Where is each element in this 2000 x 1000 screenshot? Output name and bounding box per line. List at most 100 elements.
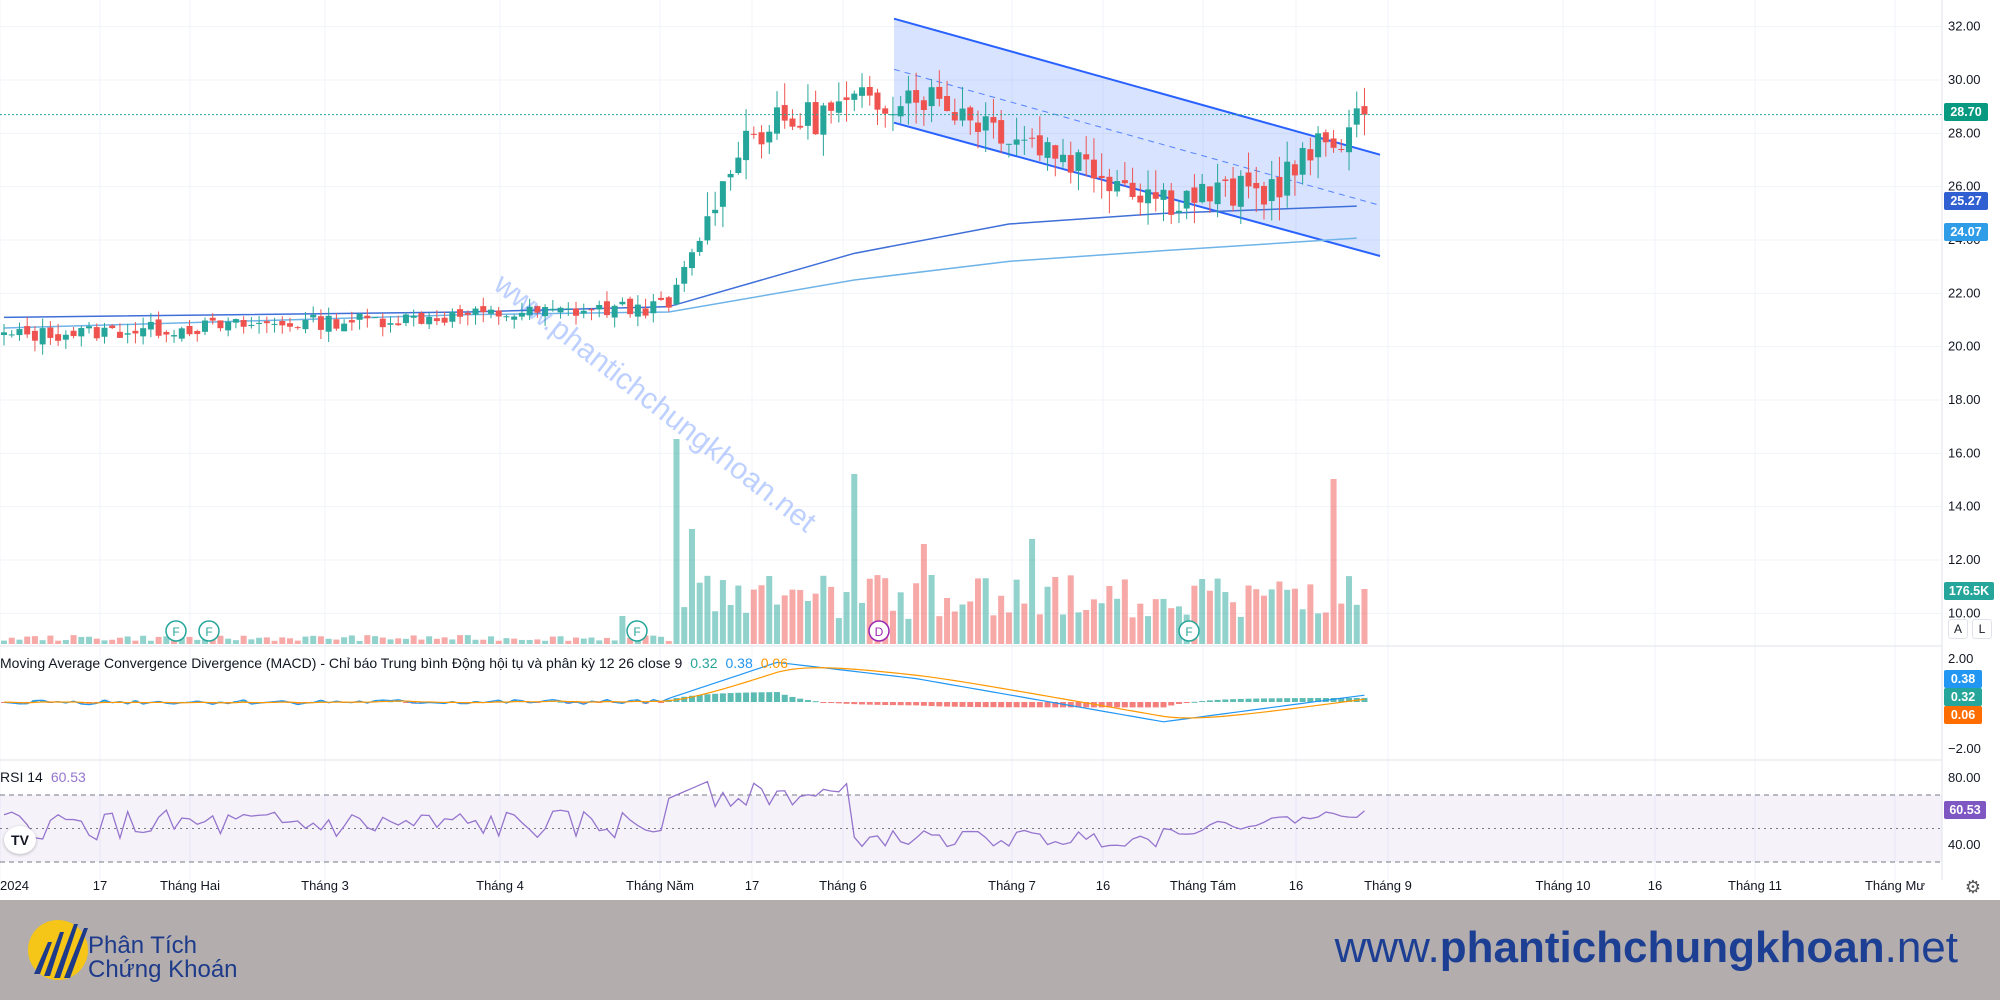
candle-body: [781, 105, 788, 121]
website-url[interactable]: www.phantichchungkhoan.net: [1334, 923, 1958, 972]
rsi-badge: 60.53: [1944, 801, 1986, 819]
volume-bar: [913, 583, 920, 644]
macd-histogram-bar: [797, 698, 804, 702]
candle-body: [387, 323, 394, 325]
volume-bar: [418, 639, 425, 644]
candle-body: [24, 326, 31, 335]
macd-histogram-bar: [1013, 702, 1020, 708]
candle-body: [132, 330, 139, 334]
volume-bar: [573, 637, 580, 644]
candle-body: [967, 107, 974, 121]
volume-bar: [410, 635, 417, 644]
volume-bar: [333, 639, 340, 644]
volume-bar: [859, 602, 866, 644]
volume-bar: [194, 639, 201, 644]
volume-bar: [1129, 617, 1136, 644]
macd-histogram-bar: [1075, 702, 1082, 708]
volume-bar: [140, 635, 147, 644]
volume-bar: [1322, 612, 1329, 644]
candle-body: [232, 319, 239, 323]
volume-bar: [1044, 586, 1051, 644]
macd-histogram-bar: [889, 702, 896, 706]
candle-body: [310, 314, 317, 318]
rsi-title: RSI 14 60.53: [0, 769, 86, 785]
volume-bar: [395, 638, 402, 644]
volume-bar: [225, 638, 232, 644]
candle-body: [658, 297, 665, 300]
volume-bar: [70, 635, 77, 644]
event-marker-label: F: [205, 625, 212, 639]
candle-body: [588, 309, 595, 311]
volume-bar: [426, 636, 433, 644]
macd-histogram-bar: [580, 702, 587, 705]
macd-pane: [0, 645, 1942, 761]
volume-bar: [866, 578, 873, 644]
time-tick-label: Tháng 6: [819, 878, 867, 893]
macd-histogram-bar: [1168, 702, 1175, 706]
volume-bar: [1060, 614, 1067, 644]
volume-bar: [495, 640, 502, 644]
macd-histogram-bar: [1083, 702, 1090, 708]
footer-banner: Phân Tích Chứng Khoán www.phantichchungk…: [0, 900, 2000, 1000]
volume-bar: [905, 618, 912, 644]
auto-scale-button[interactable]: A: [1948, 619, 1968, 639]
macd-histogram-bar: [1044, 702, 1051, 708]
time-tick-label: 16: [1289, 878, 1303, 893]
macd-histogram-bar: [750, 692, 757, 702]
macd-histogram-bar: [696, 694, 703, 702]
volume-bar: [1191, 585, 1198, 644]
descending-channel: [894, 18, 1380, 256]
macd-histogram-bar: [743, 692, 750, 702]
candle-body: [928, 87, 935, 107]
time-tick-label: 16: [1096, 878, 1110, 893]
volume-bar: [603, 637, 610, 644]
volume-bar: [1106, 585, 1113, 644]
volume-bar: [1276, 581, 1283, 644]
candle-body: [1145, 189, 1152, 204]
volume-bar: [974, 578, 981, 644]
volume-bar: [433, 638, 440, 644]
candle-body: [789, 118, 796, 127]
volume-bar: [317, 636, 324, 644]
channel-lower-line: [893, 121, 1381, 257]
candle-body: [379, 318, 386, 328]
candle-body: [1106, 176, 1113, 192]
volume-bar: [835, 618, 842, 644]
ma1-badge: 25.27: [1944, 192, 1988, 210]
macd-histogram-bar: [959, 702, 966, 707]
price-tick-label: 32.00: [1948, 19, 1981, 34]
candle-body: [1322, 132, 1329, 143]
macd-histogram-bar: [951, 702, 958, 707]
volume-bar: [797, 589, 804, 644]
volume-bar: [944, 597, 951, 644]
volume-bar: [1199, 579, 1206, 644]
macd-histogram-bar: [240, 699, 247, 702]
volume-bar: [379, 637, 386, 644]
tradingview-logo[interactable]: TV: [4, 826, 36, 854]
macd-histogram-bar: [1315, 698, 1322, 702]
volume-bar: [1137, 603, 1144, 644]
volume-bar: [1029, 539, 1036, 644]
macd-histogram-bar: [928, 702, 935, 707]
time-tick-label: 16: [1648, 878, 1662, 893]
candle-body: [1044, 142, 1051, 158]
volume-bar: [658, 636, 665, 644]
macd-histogram-bar: [781, 694, 788, 702]
log-scale-button[interactable]: L: [1972, 619, 1992, 639]
candle-body: [673, 284, 680, 305]
candle-body: [650, 301, 657, 314]
macd-histogram-bar: [1330, 697, 1337, 702]
volume-bar: [163, 636, 170, 644]
candle-body: [897, 106, 904, 117]
candle-body: [882, 108, 889, 114]
volume-bar: [271, 640, 278, 644]
volume-bar: [627, 637, 634, 644]
candle-body: [47, 327, 54, 338]
settings-gear-icon[interactable]: ⚙: [1964, 877, 1982, 897]
volume-bar: [1284, 589, 1291, 644]
candle-body: [1346, 127, 1353, 153]
candle-body: [279, 320, 286, 326]
candle-body: [8, 334, 15, 336]
candle-body: [418, 312, 425, 324]
